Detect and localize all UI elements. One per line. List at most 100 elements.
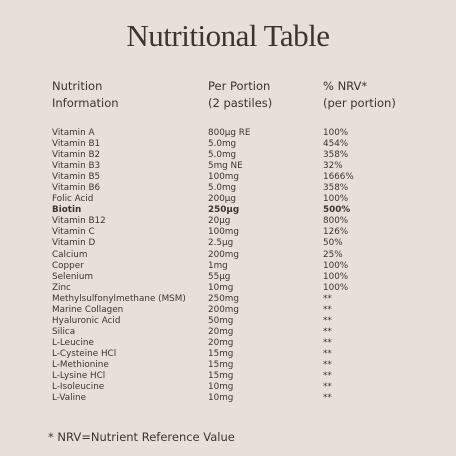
table-row: Selenium 55µg 100% xyxy=(0,272,456,283)
header-line: (2 pastiles) xyxy=(208,96,273,110)
table-cell: Silica xyxy=(52,326,76,337)
table-cell: 800% xyxy=(323,216,349,227)
table-cell: Vitamin D xyxy=(52,238,96,249)
table-cell: Vitamin B3 xyxy=(52,161,101,172)
table-row: L-Leucine 20mg ** xyxy=(0,338,456,349)
table-cell: 100% xyxy=(323,271,349,282)
table-row: Copper 1mg 100% xyxy=(0,261,456,272)
table-cell: 126% xyxy=(323,227,349,238)
table-cell: 10mg xyxy=(208,382,234,393)
table-cell: Vitamin B2 xyxy=(52,150,101,161)
table-cell: 32% xyxy=(323,161,343,172)
table-row: Biotin 250µg 500% xyxy=(0,205,456,216)
table-cell: 10mg xyxy=(208,282,234,293)
table-row: Vitamin B6 5.0mg 358% xyxy=(0,183,456,194)
table-cell: 20mg xyxy=(208,326,234,337)
table-row: L-Isoleucine 10mg ** xyxy=(0,382,456,393)
table-cell: Methylsulfonylmethane (MSM) xyxy=(52,293,186,304)
header-line: Per Portion xyxy=(208,79,271,93)
table-row: Vitamin B2 5.0mg 358% xyxy=(0,150,456,161)
header-line: Nutrition xyxy=(52,79,103,93)
table-cell: ** xyxy=(323,393,332,404)
table-cell: Selenium xyxy=(52,271,94,282)
table-row: L-Lysine HCl 15mg ** xyxy=(0,371,456,382)
table-cell: 50mg xyxy=(208,315,234,326)
table-cell: L-Lysine HCl xyxy=(52,371,106,382)
table-row: Vitamin B5 100mg 1666% xyxy=(0,172,456,183)
header-line: Information xyxy=(52,96,119,110)
table-cell: Marine Collagen xyxy=(52,304,124,315)
table-cell: Vitamin B6 xyxy=(52,183,101,194)
table-cell: 15mg xyxy=(208,348,234,359)
table-cell: L-Isoleucine xyxy=(52,382,105,393)
table-cell: ** xyxy=(323,293,332,304)
table-cell: L-Valine xyxy=(52,393,87,404)
header-cell: Nutrition Information xyxy=(52,78,119,112)
table-row: Vitamin B1 5.0mg 454% xyxy=(0,139,456,150)
table-row: Zinc 10mg 100% xyxy=(0,283,456,294)
header-cell: Per Portion (2 pastiles) xyxy=(208,78,272,112)
table-cell: 20mg xyxy=(208,337,234,348)
table-cell: 2.5µg xyxy=(208,238,234,249)
table-cell: 25% xyxy=(323,249,343,260)
table-cell: 100mg xyxy=(208,172,239,183)
table-cell: 5.0mg xyxy=(208,139,237,150)
table-cell: 5.0mg xyxy=(208,150,237,161)
table-cell: 250µg xyxy=(208,205,240,216)
table-row: Methylsulfonylmethane (MSM) 250mg ** xyxy=(0,294,456,305)
table-cell: 200mg xyxy=(208,249,239,260)
table-cell: 5mg NE xyxy=(208,161,243,172)
table-cell: ** xyxy=(323,326,332,337)
table-row: Marine Collagen 200mg ** xyxy=(0,305,456,316)
table-cell: 200µg xyxy=(208,194,236,205)
table-cell: 100% xyxy=(323,282,349,293)
table-cell: 55µg xyxy=(208,271,231,282)
table-cell: 100mg xyxy=(208,227,239,238)
table-cell: Biotin xyxy=(52,205,82,216)
table-cell: L-Cysteine HCl xyxy=(52,348,117,359)
table-cell: Copper xyxy=(52,260,84,271)
header-line: (per portion) xyxy=(323,96,396,110)
table-cell: L-Leucine xyxy=(52,337,94,348)
footnote: * NRV=Nutrient Reference Value xyxy=(48,430,235,444)
table-cell: ** xyxy=(323,382,332,393)
table-cell: 10mg xyxy=(208,393,234,404)
table-body: Vitamin A 800µg RE 100% Vitamin B1 5.0mg 454%… xyxy=(0,128,456,404)
table-cell: 800µg RE xyxy=(208,128,251,138)
table-cell: Calcium xyxy=(52,249,88,260)
table-cell: 50% xyxy=(323,238,343,249)
table-cell: 500% xyxy=(323,205,351,216)
table-row: Silica 20mg ** xyxy=(0,327,456,338)
table-cell: 15mg xyxy=(208,359,234,370)
table-cell: ** xyxy=(323,304,332,315)
table-cell: 358% xyxy=(323,150,349,161)
table-cell: Vitamin C xyxy=(52,227,95,238)
table-cell: 5.0mg xyxy=(208,183,237,194)
table-cell: 100% xyxy=(323,260,349,271)
table-row: Folic Acid 200µg 100% xyxy=(0,194,456,205)
table-row: L-Methionine 15mg ** xyxy=(0,360,456,371)
table-cell: 20µg xyxy=(208,216,231,227)
table-row: Vitamin D 2.5µg 50% xyxy=(0,238,456,249)
table-cell: 1mg xyxy=(208,260,228,271)
table-row: Calcium 200mg 25% xyxy=(0,250,456,261)
table-cell: ** xyxy=(323,359,332,370)
table-cell: Vitamin B5 xyxy=(52,172,101,183)
table-row: Vitamin B3 5mg NE 32% xyxy=(0,161,456,172)
table-cell: ** xyxy=(323,337,332,348)
header-line: % NRV* xyxy=(323,79,368,93)
table-row: L-Cysteine HCl 15mg ** xyxy=(0,349,456,360)
table-row: Hyaluronic Acid 50mg ** xyxy=(0,316,456,327)
table-cell: Zinc xyxy=(52,282,71,293)
table-cell: ** xyxy=(323,315,332,326)
table-cell: 15mg xyxy=(208,371,234,382)
table-cell: 454% xyxy=(323,139,349,150)
table-cell: L-Methionine xyxy=(52,359,109,370)
table-cell: ** xyxy=(323,348,332,359)
table-cell: 1666% xyxy=(323,172,354,183)
table-cell: Folic Acid xyxy=(52,194,94,205)
table-row: Vitamin A 800µg RE 100% xyxy=(0,128,456,139)
table-cell: ** xyxy=(323,371,332,382)
table-cell: Hyaluronic Acid xyxy=(52,315,121,326)
